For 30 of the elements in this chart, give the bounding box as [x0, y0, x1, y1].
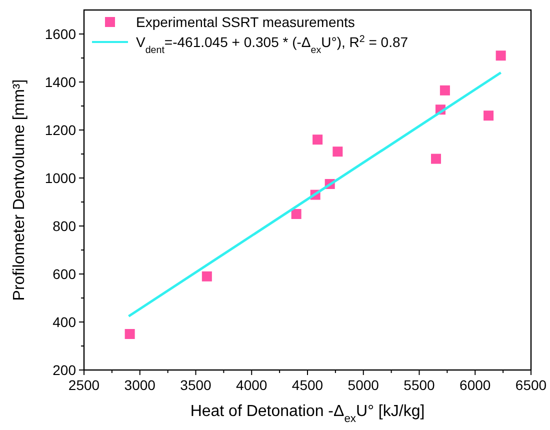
- x-axis-title: Heat of Detonation -Δ$_{ex}$U° [kJ/kg]: [190, 403, 425, 425]
- point: [440, 85, 450, 96]
- y-tick-label: 200: [52, 362, 76, 378]
- point: [496, 50, 506, 61]
- x-tick-label: 5500: [404, 377, 436, 393]
- x-tick-label: 6500: [515, 377, 547, 393]
- legend-label: Experimental SSRT measurements: [136, 14, 355, 30]
- point: [431, 154, 442, 164]
- y-tick-label: 400: [52, 314, 76, 330]
- point: [202, 271, 212, 282]
- x-tick-label: 5000: [348, 377, 380, 393]
- x-tick-label: 4500: [292, 377, 324, 393]
- legend-label: V$_{dent}$=-461.045 + 0.305 * (-Δ$_{ex}$U°), R$^{2}$ = 0.87: [136, 34, 408, 56]
- point: [124, 329, 135, 339]
- y-tick-label: 1600: [44, 26, 76, 42]
- y-tick-label: 1400: [44, 74, 76, 90]
- y-tick-label: 800: [52, 218, 76, 234]
- point: [484, 110, 494, 121]
- point: [332, 146, 343, 157]
- y-tick-label: 1200: [44, 122, 76, 138]
- x-tick-label: 2500: [68, 377, 100, 393]
- point: [291, 209, 302, 219]
- y-tick-label: 1000: [44, 170, 76, 186]
- x-tick-label: 3500: [180, 377, 212, 393]
- x-tick-label: 4000: [236, 377, 268, 393]
- point: [312, 134, 323, 145]
- x-tick-label: 6000: [460, 377, 491, 393]
- x-tick-label: 3000: [124, 377, 156, 393]
- y-axis-title: Profilometer Dentvolume [mm³]: [11, 79, 28, 301]
- y-tick-label: 600: [52, 266, 76, 282]
